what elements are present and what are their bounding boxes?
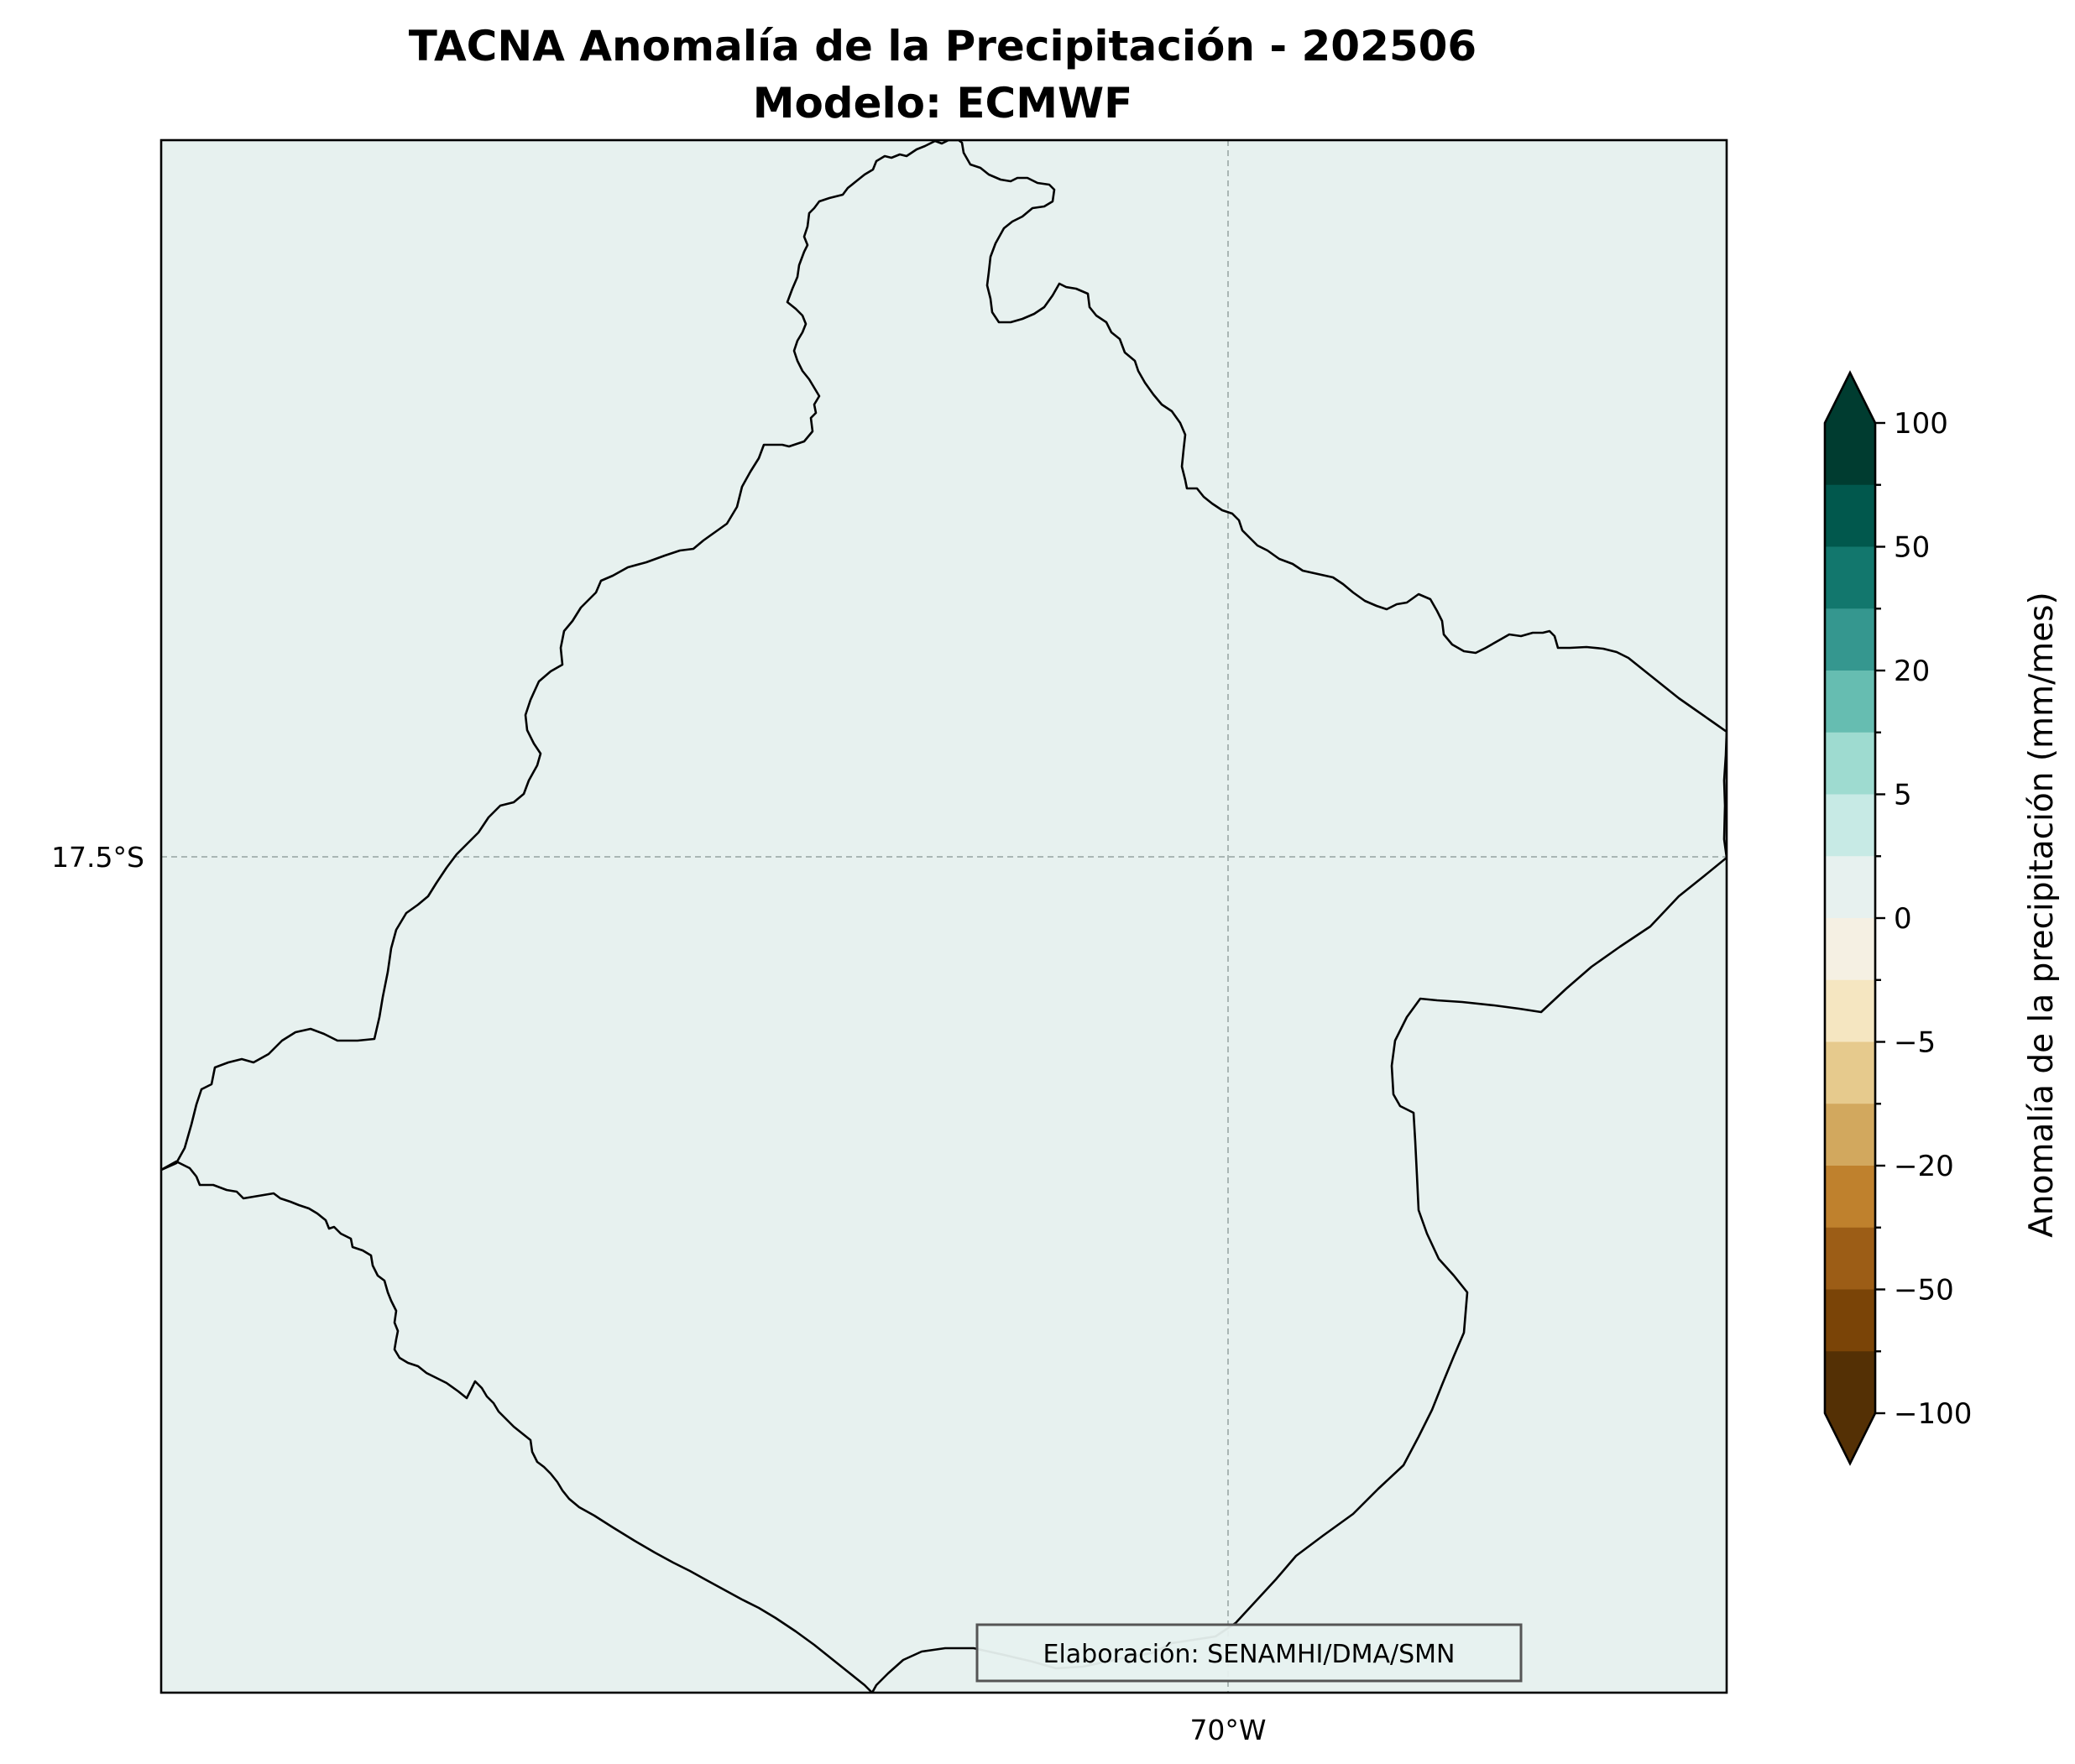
colorbar-tick-label: 5 [1894,779,1912,812]
map-frame [159,138,1728,1694]
colorbar-band [1825,1041,1875,1104]
colorbar-tick-label: 0 [1894,902,1912,936]
colorbar-band [1825,484,1875,548]
colorbar-tick-label: 100 [1894,407,1948,441]
lon-tick-label: 70°W [1189,1714,1266,1746]
lat-tick-label: 17.5°S [51,841,144,874]
colorbar-extend-top [1825,373,1875,423]
colorbar-band [1825,1351,1875,1414]
colorbar-tick-label: 50 [1894,531,1930,565]
map-title-line1: TACNA Anomalía de la Precipitación - 202… [409,22,1477,70]
colorbar-band [1825,856,1875,919]
colorbar-band [1825,423,1875,486]
colorbar-tick-label: 20 [1894,655,1930,688]
region-boundary-tacna [161,140,1727,1693]
colorbar-tick-label: −5 [1894,1026,1936,1060]
colorbar-band [1825,671,1875,733]
colorbar-band [1825,1104,1875,1166]
colorbar-band [1825,794,1875,857]
colorbar-tick-label: −50 [1894,1274,1954,1307]
colorbar-band [1825,918,1875,981]
colorbar-tick-label: −100 [1894,1397,1972,1431]
colorbar-band [1825,1289,1875,1352]
colorbar-extend-bottom [1825,1413,1875,1464]
colorbar-band [1825,1166,1875,1229]
colorbar-band [1825,1227,1875,1291]
colorbar-bands [1825,373,1875,1464]
colorbar-band [1825,732,1875,796]
map-background [161,140,1727,1693]
colorbar-tick-label: −20 [1894,1150,1954,1183]
colorbar-band [1825,608,1875,671]
colorbar-outline [1823,370,1877,1466]
credit-text: Elaboración: SENAMHI/DMA/SMN [1043,1640,1456,1669]
colorbar-label: Anomalía de la precipitación (mm/mes) [2023,592,2061,1238]
colorbar-band [1825,979,1875,1043]
colorbar-band [1825,546,1875,609]
map-title-line2: Modelo: ECMWF [753,79,1133,128]
map-panel: 17.5°S 70°W Elaboración: SENAMHI/DMA/SMN [51,138,1728,1746]
credit-box: Elaboración: SENAMHI/DMA/SMN [975,1623,1523,1683]
